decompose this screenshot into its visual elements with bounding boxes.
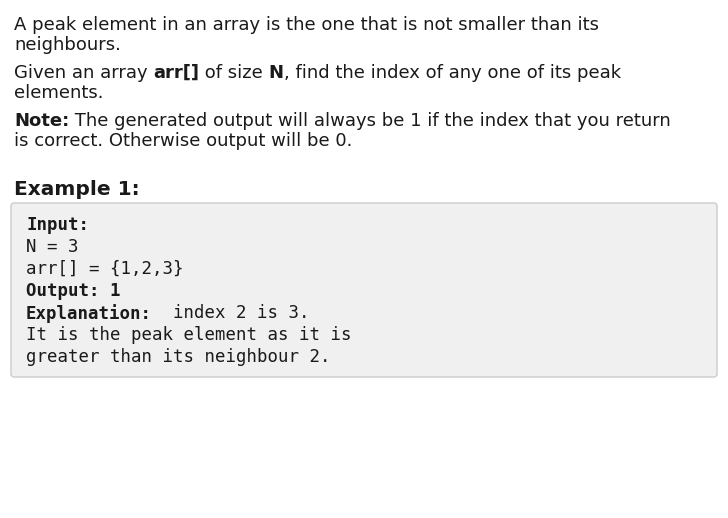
Text: Explanation:: Explanation: xyxy=(26,304,152,323)
Text: N = 3: N = 3 xyxy=(26,238,79,256)
Text: is correct. Otherwise output will be 0.: is correct. Otherwise output will be 0. xyxy=(14,132,352,150)
Text: Given an array: Given an array xyxy=(14,64,154,82)
Text: It is the peak element as it is: It is the peak element as it is xyxy=(26,326,352,344)
Text: of size: of size xyxy=(199,64,269,82)
Text: , find the index of any one of its peak: , find the index of any one of its peak xyxy=(284,64,621,82)
Text: A peak element in an array is the one that is not smaller than its: A peak element in an array is the one th… xyxy=(14,16,599,34)
Text: arr[] = {1,2,3}: arr[] = {1,2,3} xyxy=(26,260,183,278)
Text: index 2 is 3.: index 2 is 3. xyxy=(152,304,309,322)
Text: Output: 1: Output: 1 xyxy=(26,282,121,300)
Text: neighbours.: neighbours. xyxy=(14,36,121,54)
Text: The generated output will always be 1 if the index that you return: The generated output will always be 1 if… xyxy=(69,112,671,130)
FancyBboxPatch shape xyxy=(11,203,717,377)
Text: greater than its neighbour 2.: greater than its neighbour 2. xyxy=(26,348,331,366)
Text: Input:: Input: xyxy=(26,216,89,234)
Text: N: N xyxy=(269,64,284,82)
Text: Example 1:: Example 1: xyxy=(14,180,140,199)
Text: arr[]: arr[] xyxy=(154,64,199,82)
Text: elements.: elements. xyxy=(14,84,103,102)
Text: Note:: Note: xyxy=(14,112,69,130)
